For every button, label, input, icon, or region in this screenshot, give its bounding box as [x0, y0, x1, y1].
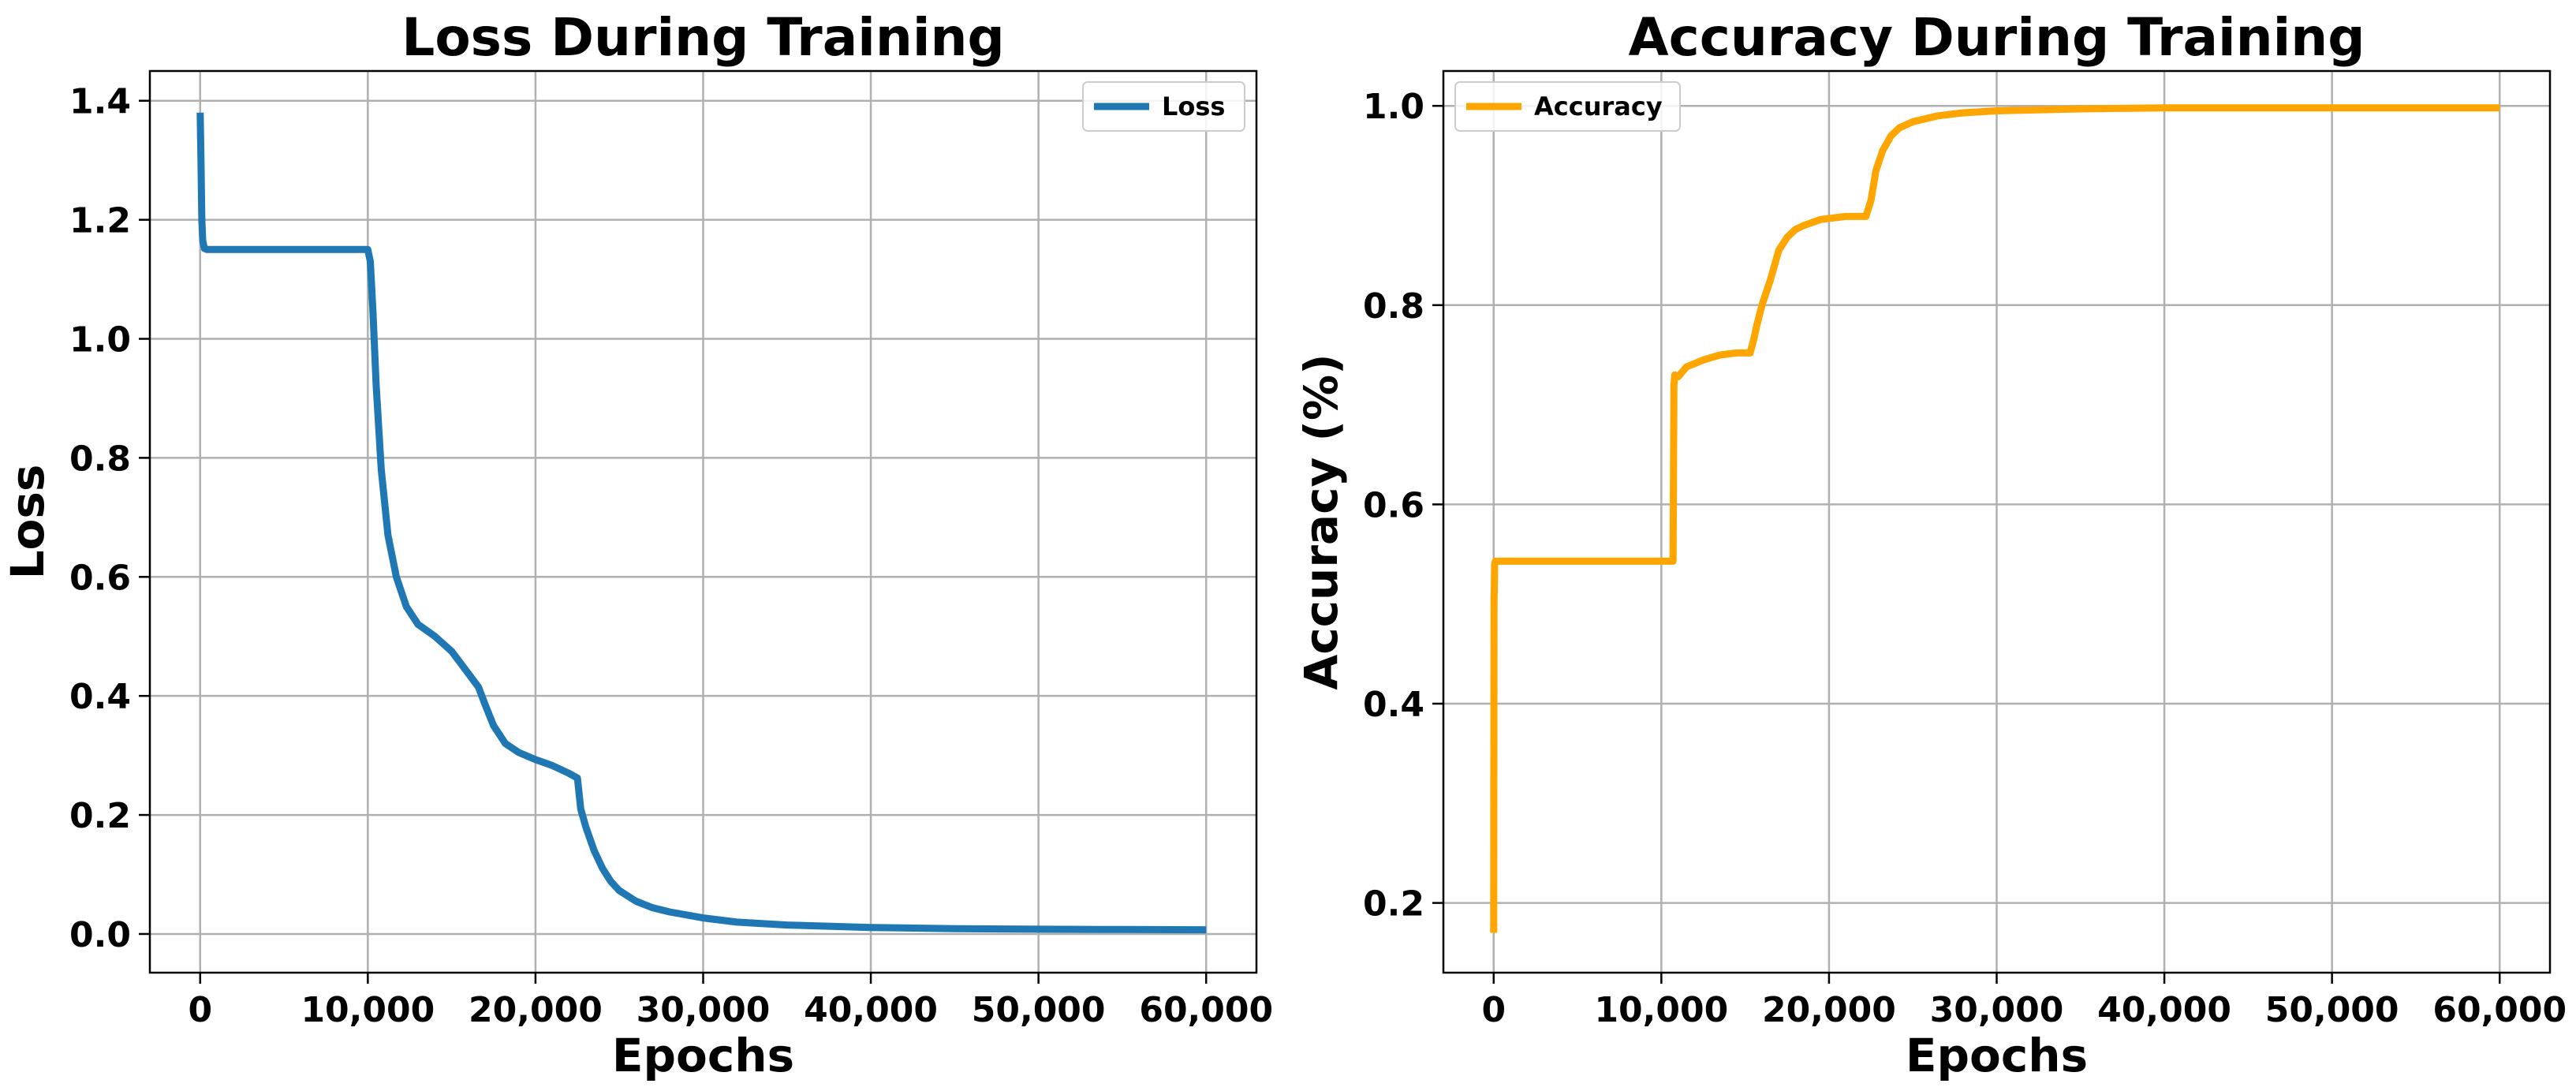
accuracy-x-tick-label: 30,000 [1930, 990, 2064, 1030]
loss-y-tick-label: 0.2 [69, 796, 131, 836]
accuracy-series-line [1490, 104, 2500, 933]
loss-legend: Loss [1082, 81, 1245, 132]
accuracy-x-tick-label: 50,000 [2265, 990, 2399, 1030]
accuracy-y-tick-label: 0.8 [1363, 286, 1424, 327]
loss-chart-title: Loss During Training [401, 7, 1004, 68]
loss-y-tick-label: 0.8 [69, 439, 131, 479]
accuracy-y-tick-label: 0.6 [1363, 485, 1424, 525]
accuracy-legend-box [1454, 81, 1681, 132]
loss-y-tick-label: 1.4 [69, 82, 131, 122]
accuracy-legend: Accuracy [1454, 81, 1681, 132]
loss-x-tick-label: 0 [188, 990, 212, 1030]
loss-y-tick-label: 1.2 [69, 201, 131, 241]
accuracy-x-tick-label: 10,000 [1594, 990, 1728, 1030]
loss-x-tick-label: 50,000 [972, 990, 1106, 1030]
loss-x-tick-label: 20,000 [469, 990, 603, 1030]
accuracy-y-axis-label: Accuracy (%) [1294, 353, 1348, 689]
loss-y-tick-label: 1.0 [69, 320, 131, 361]
accuracy-legend-label: Accuracy [1534, 92, 1663, 121]
accuracy-chart: 0 10,000 20,000 30,000 40,000 50,000 60,000 0.2… [1294, 7, 2567, 1082]
accuracy-x-tick-label: 60,000 [2432, 990, 2567, 1030]
loss-y-tick-label: 0.6 [69, 558, 131, 598]
loss-legend-box [1082, 81, 1245, 132]
loss-chart: 0 10,000 20,000 30,000 40,000 50,000 60,000 0.0… [1, 7, 1273, 1082]
loss-y-tick-label: 0.4 [69, 677, 131, 717]
loss-x-axis-label: Epochs [612, 1029, 794, 1082]
loss-y-tick-label: 0.0 [69, 915, 131, 955]
loss-legend-label: Loss [1162, 92, 1225, 121]
accuracy-x-axis-label: Epochs [1906, 1029, 2088, 1082]
accuracy-y-tick-label: 1.0 [1363, 87, 1424, 127]
accuracy-x-tick-label: 20,000 [1762, 990, 1896, 1030]
loss-x-tick-label: 10,000 [301, 990, 435, 1030]
accuracy-x-tick-label: 40,000 [2097, 990, 2231, 1030]
accuracy-x-tick-label: 0 [1481, 990, 1506, 1030]
loss-x-tick-label: 30,000 [637, 990, 771, 1030]
accuracy-chart-title: Accuracy During Training [1629, 7, 2365, 68]
loss-x-tick-label: 40,000 [804, 990, 938, 1030]
loss-y-axis-label: Loss [1, 465, 54, 580]
accuracy-y-tick-label: 0.2 [1363, 884, 1424, 925]
loss-x-tick-label: 60,000 [1139, 990, 1273, 1030]
accuracy-y-tick-label: 0.4 [1363, 685, 1424, 725]
loss-series-line [196, 112, 1207, 934]
